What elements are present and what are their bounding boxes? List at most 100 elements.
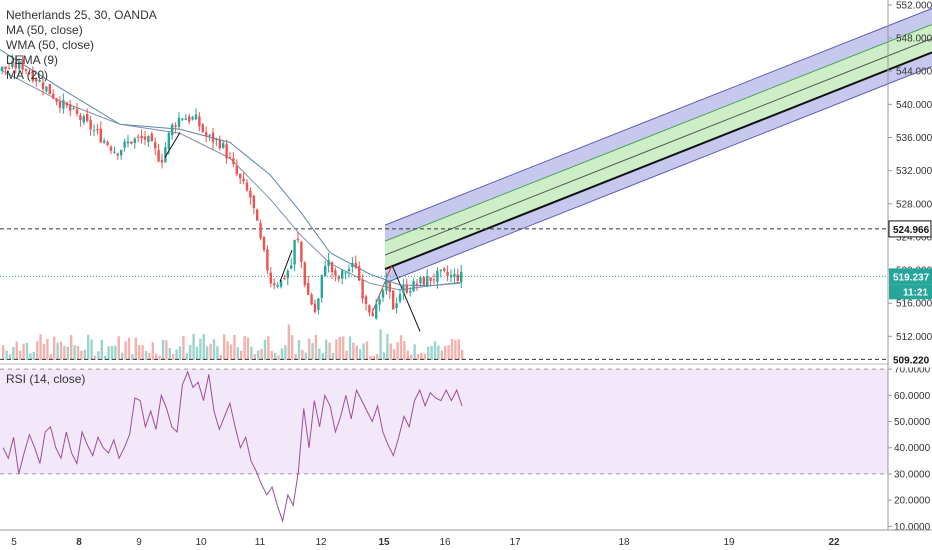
candle-body xyxy=(245,182,249,191)
volume-bar xyxy=(461,349,464,360)
candle-body xyxy=(181,118,184,120)
volume-bar xyxy=(49,354,52,360)
candle-body xyxy=(381,290,385,298)
candle-body xyxy=(239,174,242,179)
volume-bar xyxy=(287,324,290,360)
candle-body xyxy=(4,66,7,70)
candle-body xyxy=(235,165,238,175)
candle-body xyxy=(415,283,419,285)
rsi-legend[interactable]: RSI (14, close) xyxy=(6,372,86,386)
candle-body xyxy=(72,107,75,109)
candle-body xyxy=(405,284,408,293)
candle-body xyxy=(419,277,422,284)
candle-body xyxy=(188,116,191,122)
candle-body xyxy=(62,100,65,109)
legend-ma-20[interactable]: MA (20) xyxy=(6,68,49,82)
candle-body xyxy=(310,294,313,305)
volume-bar xyxy=(369,355,372,360)
volume-bar xyxy=(42,343,46,360)
volume-bar xyxy=(168,348,171,360)
volume-bar xyxy=(172,354,175,360)
candle-body xyxy=(344,272,347,274)
volume-bar xyxy=(165,340,168,360)
candle-body xyxy=(65,102,68,106)
volume-bar xyxy=(277,355,280,360)
level-tag-1-bg xyxy=(889,351,932,368)
time-tick-label: 9 xyxy=(136,537,142,548)
volume-bar xyxy=(138,345,141,360)
volume-bar xyxy=(447,345,450,360)
rsi-line xyxy=(2,370,463,524)
legend-symbol[interactable]: Netherlands 25, 30, OANDA xyxy=(6,8,157,22)
volume-bar xyxy=(345,350,348,360)
volume-bar xyxy=(185,353,188,360)
volume-bar xyxy=(148,352,151,360)
volume-bar xyxy=(22,343,25,360)
candle-body xyxy=(14,61,17,69)
candle-body xyxy=(259,223,262,239)
price-tick-label: 540.000 xyxy=(896,100,932,111)
candle-body xyxy=(7,68,11,70)
candle-body xyxy=(208,134,211,136)
volume-bar xyxy=(325,339,328,360)
time-tick-label: 12 xyxy=(315,537,327,548)
countdown-tag-bg xyxy=(889,284,932,300)
volume-bar xyxy=(80,350,83,360)
rsi-band-fill xyxy=(0,369,888,474)
volume-bar xyxy=(110,345,114,360)
volume-bar xyxy=(304,352,307,360)
candle-body xyxy=(337,276,340,280)
volume-bar xyxy=(427,346,430,360)
legend-dema-9[interactable]: DEMA (9) xyxy=(6,53,59,67)
candle-body xyxy=(164,147,167,163)
volume-bar xyxy=(365,341,369,360)
candle-body xyxy=(174,125,177,127)
volume-bar xyxy=(195,346,199,360)
volume-bar xyxy=(219,354,222,360)
volume-bar xyxy=(318,348,321,360)
candle-body xyxy=(31,71,34,81)
volume-bar xyxy=(46,338,49,360)
price-tick-label: 544.000 xyxy=(896,67,932,78)
volume-bar xyxy=(229,344,233,360)
price-tick-label: 516.000 xyxy=(896,299,932,310)
candle-body xyxy=(429,277,432,281)
candle-body xyxy=(205,132,208,137)
volume-bar xyxy=(2,345,5,360)
candle-body xyxy=(358,266,361,281)
candle-body xyxy=(351,262,354,267)
candle-body xyxy=(177,117,181,127)
candle-body xyxy=(147,136,150,143)
candle-body xyxy=(21,59,24,70)
volume-bar xyxy=(63,346,66,360)
volume-bar xyxy=(104,355,107,360)
candle-body xyxy=(116,153,119,156)
candle-body xyxy=(52,93,55,99)
volume-bar xyxy=(216,346,219,360)
candle-body xyxy=(252,195,255,208)
candle-body xyxy=(436,270,439,283)
volume-bar xyxy=(233,334,236,360)
candle-body xyxy=(453,274,456,278)
volume-bar xyxy=(406,350,409,360)
candle-body xyxy=(361,280,364,299)
volume-bar xyxy=(335,339,338,360)
rsi-tick-label: 30.0000 xyxy=(894,469,931,480)
candle-body xyxy=(313,303,317,313)
candle-body xyxy=(55,98,58,102)
candle-body xyxy=(446,271,449,276)
volume-bar xyxy=(56,342,59,360)
candle-body xyxy=(198,116,201,127)
legend-ma-50[interactable]: MA (50, close) xyxy=(6,23,83,37)
candle-body xyxy=(266,249,269,271)
time-tick-label: 11 xyxy=(255,537,266,548)
volume-bar xyxy=(294,354,297,360)
legend-wma-50[interactable]: WMA (50, close) xyxy=(6,38,95,52)
volume-bar xyxy=(25,342,29,360)
candle-body xyxy=(347,268,351,271)
rsi-tick-label: 40.0000 xyxy=(894,443,931,454)
time-tick-label: 10 xyxy=(195,537,207,548)
candle-body xyxy=(286,270,289,278)
volume-bar xyxy=(32,351,35,360)
